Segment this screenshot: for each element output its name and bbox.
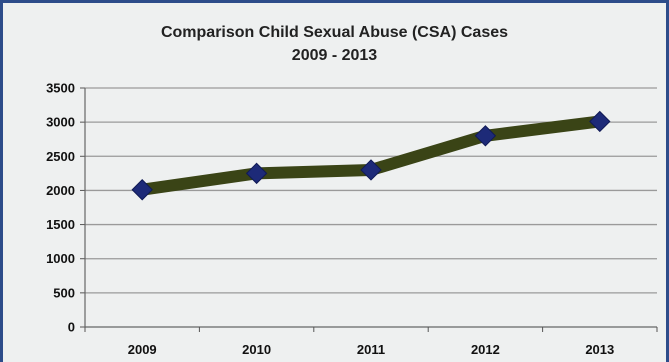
y-tick-labels: 0 500 1000 1500 2000 2500 3000 3500 xyxy=(46,81,75,335)
chart-title-main: Comparison Child Sexual Abuse (CSA) Case… xyxy=(160,24,509,41)
line-chart: 0 500 1000 1500 2000 2500 3000 3500 2009 2010 201… xyxy=(46,81,658,357)
x-tick-labels: 2009 2010 2011 2012 2013 xyxy=(128,342,615,357)
y-tick-label: 3000 xyxy=(46,115,75,130)
data-point-marker xyxy=(245,162,268,185)
x-tick-label: 2009 xyxy=(128,342,157,357)
series-group xyxy=(131,110,611,201)
y-tick-label: 500 xyxy=(53,285,75,300)
y-tick-label: 1500 xyxy=(46,217,75,232)
chart-title-sub: 2009 - 2013 xyxy=(291,47,378,64)
data-point-marker xyxy=(474,125,497,147)
data-point-marker xyxy=(589,110,611,133)
x-tick-label: 2013 xyxy=(585,342,614,357)
y-tick-label: 1000 xyxy=(46,251,75,266)
data-point-marker xyxy=(131,179,153,201)
axes xyxy=(80,87,658,332)
y-tick-label: 0 xyxy=(68,320,75,335)
x-tick-label: 2010 xyxy=(242,342,271,357)
gridlines xyxy=(85,87,657,294)
y-tick-label: 2000 xyxy=(46,183,75,198)
x-tick-label: 2011 xyxy=(357,342,385,357)
y-tick-label: 2500 xyxy=(46,149,75,164)
chart-title: Comparison Child Sexual Abuse (CSA) Case… xyxy=(3,21,666,67)
chart-panel: Comparison Child Sexual Abuse (CSA) Case… xyxy=(3,3,666,362)
data-point-marker xyxy=(360,159,382,181)
y-tick-label: 3500 xyxy=(46,81,75,96)
x-tick-label: 2012 xyxy=(471,342,500,357)
